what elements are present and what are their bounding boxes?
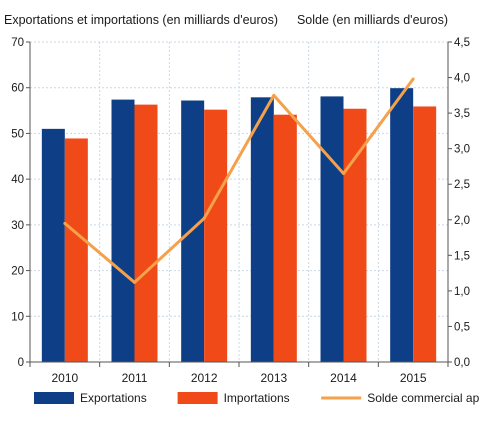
left-tick-label: 10 — [11, 311, 24, 323]
left-tick-label: 50 — [11, 128, 24, 140]
bar-exportations-2010 — [41, 128, 65, 362]
bar-exportations-2013 — [250, 97, 274, 363]
x-tick-label: 2012 — [191, 371, 218, 385]
right-tick-label: 1,0 — [454, 286, 470, 298]
balance-line — [63, 77, 415, 284]
left-tick-label: 20 — [11, 266, 24, 278]
bar-importations-2010 — [64, 138, 88, 362]
left-tick-label: 60 — [11, 83, 24, 95]
right-axis-title: Solde (en milliards d'euros) — [297, 13, 448, 27]
bar-importations-2013 — [273, 114, 297, 362]
line-point — [202, 216, 206, 220]
legend: Exportations Importations Solde commercial… — [34, 391, 480, 405]
line-point — [411, 77, 415, 81]
legend-label: Importations — [224, 391, 290, 405]
x-tick-label: 2011 — [122, 371, 148, 385]
bar-importations-2015 — [413, 106, 437, 362]
x-tick-label: 2010 — [51, 371, 78, 385]
x-tick-label: 2014 — [330, 371, 357, 385]
right-tick-label: 2,0 — [454, 215, 470, 227]
line-point — [133, 280, 136, 284]
right-tick-label: 0,0 — [454, 357, 470, 369]
legend-swatch-importations — [177, 392, 218, 404]
right-tick-label: 0,5 — [454, 321, 470, 333]
bar-importations-2012 — [204, 109, 228, 363]
right-tick-label: 4,0 — [454, 73, 470, 85]
bars — [41, 88, 437, 363]
legend-swatch-exportations — [34, 392, 74, 404]
right-tick-label: 2,5 — [454, 179, 470, 191]
line-point — [272, 93, 276, 97]
bar-exportations-2011 — [111, 99, 135, 362]
bar-importations-2014 — [343, 108, 367, 362]
line-point — [342, 172, 345, 176]
right-tick-label: 3,0 — [454, 144, 470, 156]
left-tick-label: 30 — [11, 220, 24, 232]
bar-exportations-2014 — [320, 96, 344, 363]
right-tick-label: 1,5 — [454, 250, 470, 262]
x-tick-label: 2015 — [400, 371, 427, 385]
line-point — [63, 221, 67, 225]
left-tick-label: 0 — [18, 357, 24, 369]
bar-importations-2011 — [134, 104, 158, 362]
left-axis-title: Exportations et importations (en milliar… — [4, 13, 278, 27]
left-tick-label: 70 — [11, 37, 24, 49]
legend-label: Exportations — [80, 391, 147, 405]
bar-exportations-2015 — [390, 88, 414, 363]
left-tick-label: 40 — [11, 174, 24, 186]
gridlines — [30, 41, 448, 362]
axes: 0 10 20 30 40 50 60 70 0,0 0,5 1,0 1,5 2,0 2,5 3,0 3,5 4… — [11, 37, 470, 385]
bar-exportations-2012 — [181, 100, 205, 362]
legend-label: Solde commercial apparent — [367, 391, 480, 405]
x-tick-label: 2013 — [260, 371, 287, 385]
right-tick-label: 4,5 — [454, 37, 470, 49]
line-solde-commercial — [63, 78, 415, 284]
right-tick-label: 3,5 — [454, 108, 470, 120]
